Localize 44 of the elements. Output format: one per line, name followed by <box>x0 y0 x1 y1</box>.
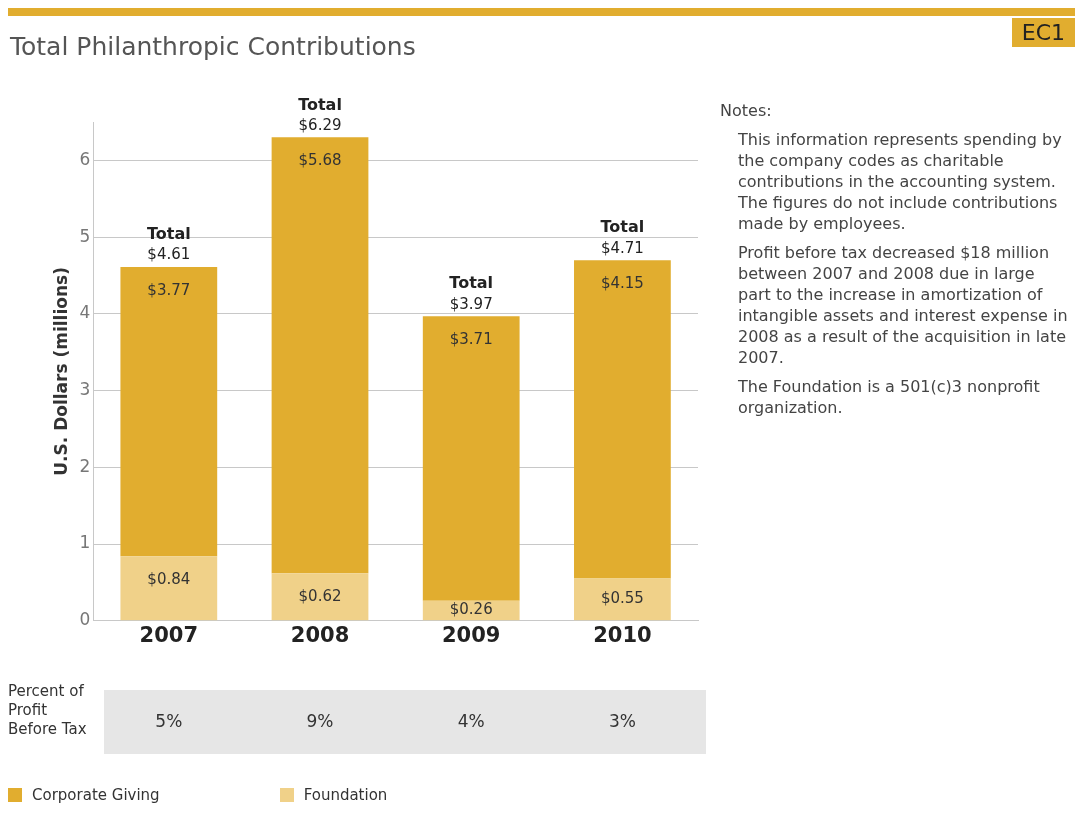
text: 3% <box>607 711 637 731</box>
legend-label: Corporate Giving <box>32 786 160 804</box>
y-axis-title: U.S. Dollars (millions) <box>50 267 71 476</box>
data-label: $0.62 <box>298 586 342 605</box>
text: Percent of Profit Before Tax <box>8 682 88 739</box>
data-label: $0.55 <box>600 589 644 608</box>
text: Notes: <box>720 100 773 121</box>
x-tick-label: 2009 <box>441 622 501 647</box>
total-label: Total $4.61 <box>146 224 191 264</box>
x-tick-label: 2007 <box>139 622 199 647</box>
data-label: $3.77 <box>147 280 191 299</box>
y-tick-label: 0 <box>79 609 91 630</box>
text: EC1 <box>1011 18 1075 47</box>
x-tick-label: 2008 <box>290 622 350 647</box>
text: 9% <box>305 711 335 731</box>
y-tick-label: 5 <box>79 225 91 246</box>
data-label: $3.71 <box>449 330 493 349</box>
data-label: $0.84 <box>147 570 191 589</box>
data-label: $5.68 <box>298 151 342 170</box>
total-label: Total $3.97 <box>449 273 494 313</box>
y-tick-label: 2 <box>79 455 91 476</box>
x-tick-label: 2010 <box>593 622 652 647</box>
legend-label: Foundation <box>303 786 388 804</box>
total-label: Total $6.29 <box>298 94 342 134</box>
y-tick-label: 1 <box>79 532 91 553</box>
text: The Foundation is a 501(c)3 nonprofit organization. <box>738 376 1041 418</box>
bar <box>120 267 218 557</box>
text: This information represents spending by the company codes as charitable contributions in the accounting system. The figures do not include contributions made by employees. <box>738 129 1063 234</box>
total-label: Total $4.71 <box>600 217 645 257</box>
data-label: $0.26 <box>449 600 493 619</box>
bar <box>271 573 369 621</box>
bar <box>422 316 520 601</box>
bar <box>574 578 671 621</box>
chart-title: Total Philanthropic Contributions <box>10 32 416 61</box>
text: 5% <box>154 711 184 731</box>
y-tick-label: 3 <box>79 379 91 400</box>
text: Profit before tax decreased $18 million between 2007 and 2008 due in large part to the increase in amortization of intangible assets and interest expense in 2008 as a result of the acquisition in late 2007. <box>738 242 1069 368</box>
bar <box>271 137 369 574</box>
text: 4% <box>456 711 486 731</box>
bar <box>574 260 671 579</box>
data-label: $4.15 <box>600 274 644 293</box>
bar <box>120 556 218 621</box>
y-tick-label: 4 <box>79 302 91 323</box>
y-tick-label: 6 <box>79 148 91 169</box>
